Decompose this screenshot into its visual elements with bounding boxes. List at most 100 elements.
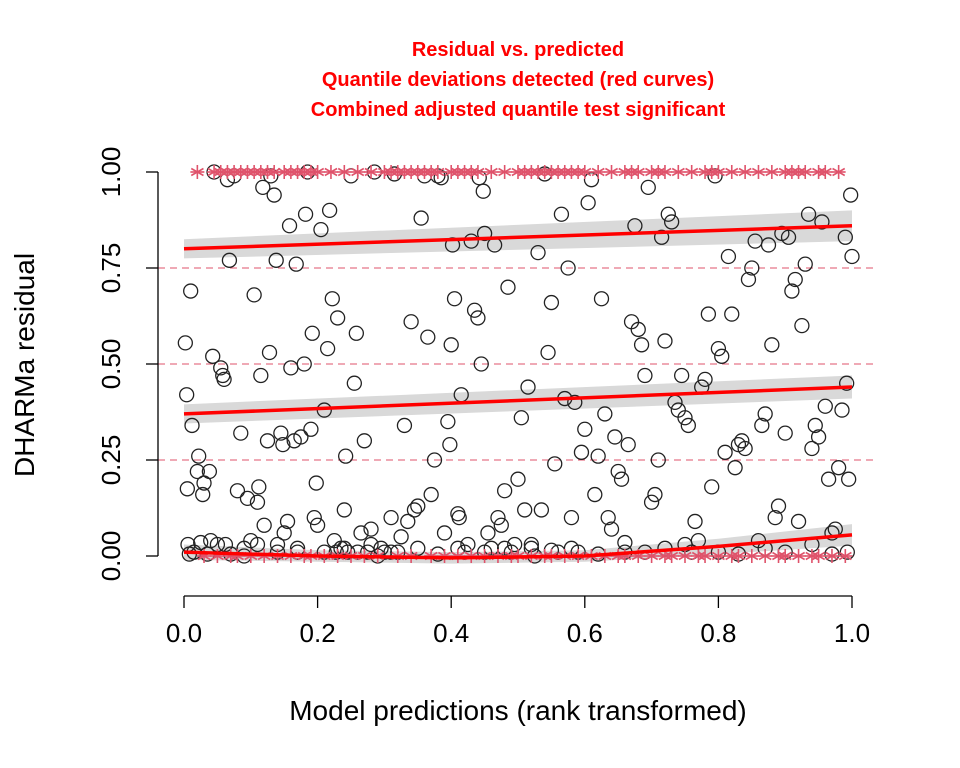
residual-point [216,371,232,388]
outlier-marker [724,165,739,179]
outlier-marker [711,549,726,563]
residual-point [239,490,256,507]
residual-point [717,444,733,460]
residual-point [281,218,298,234]
residual-point [297,206,314,222]
residual-point [573,444,590,460]
title-line: Residual vs. predicted [412,39,624,61]
residual-point [293,429,309,445]
residual-point [308,475,324,491]
y-tick-label: 1.00 [96,147,126,198]
y-tick-label: 0.00 [96,531,126,582]
residual-point [476,225,493,242]
residual-point [442,436,458,453]
residual-point [839,544,855,560]
y-tick-label: 0.75 [96,243,126,294]
residual-point [177,335,193,351]
y-axis-title: DHARMa residual [9,253,40,477]
residual-point [446,291,463,307]
quantile-curve [183,385,853,416]
outlier-marker [470,165,485,179]
residual-point [530,244,546,261]
residual-point [296,356,312,372]
residual-point [460,536,476,553]
residual-point [593,291,610,307]
residual-point [496,483,513,499]
residual-point [233,425,249,441]
residual-point [288,256,304,272]
residual-point [647,486,663,503]
residual-point [470,310,486,326]
residual-point [820,471,837,487]
outlier-marker [337,165,352,179]
residual-point [255,179,271,196]
outlier-marker [838,549,853,563]
residual-point [787,271,803,288]
residual-point [843,187,859,203]
residual-point [764,337,780,353]
residual-point [259,433,276,449]
residual-point [830,460,847,476]
residual-point [383,509,399,526]
residual-point [493,517,509,533]
residual-point [229,483,246,499]
residual-point [205,348,221,364]
residual-point [517,502,533,518]
residual-point [737,440,753,457]
residual-point [356,433,373,449]
residual-point [560,260,576,276]
residual-point [804,440,820,457]
residual-point [251,479,267,495]
residual-point [268,252,284,268]
outlier-marker [791,549,806,563]
residual-point [810,429,827,445]
residual-point [707,168,723,184]
residual-point [336,502,352,518]
residual-point [650,452,666,468]
outlier-marker [818,165,833,179]
residual-point [533,502,550,518]
outlier-marker [631,165,646,179]
residual-point [406,502,423,518]
outlier-marker [604,165,619,179]
residual-point [844,248,860,265]
residual-point [303,421,319,437]
residual-point [324,291,340,307]
residual-point [309,517,326,533]
outlier-marker [310,165,325,179]
outlier-marker [323,165,338,179]
residual-point [217,536,234,553]
residual-point [817,398,833,414]
title-line: Combined adjusted quantile test signific… [311,99,726,121]
outlier-marker [811,549,826,563]
residual-point [837,229,853,245]
residual-point [724,306,740,322]
residual-point [834,402,850,418]
residual-point [410,498,426,514]
residual-point [797,256,813,272]
outlier-marker [758,549,773,563]
residual-point [423,486,439,503]
residual-point [720,248,737,265]
residual-point [740,271,757,288]
outlier-marker [484,165,499,179]
residual-point [475,183,491,199]
residual-point [790,513,807,530]
outlier-marker [698,549,713,563]
residual-point [473,356,489,372]
residual-point [637,367,653,384]
residual-point [680,417,696,434]
residual-point [500,279,516,295]
residual-point [710,340,727,357]
residual-point [610,463,626,480]
residual-point [507,536,523,553]
residual-point [580,195,596,211]
residual-point [587,486,603,503]
outlier-marker [711,165,726,179]
residual-point [814,214,830,230]
residual-point [657,333,673,349]
residual-point [697,371,713,388]
residual-point [191,448,207,464]
residual-point [513,410,529,426]
